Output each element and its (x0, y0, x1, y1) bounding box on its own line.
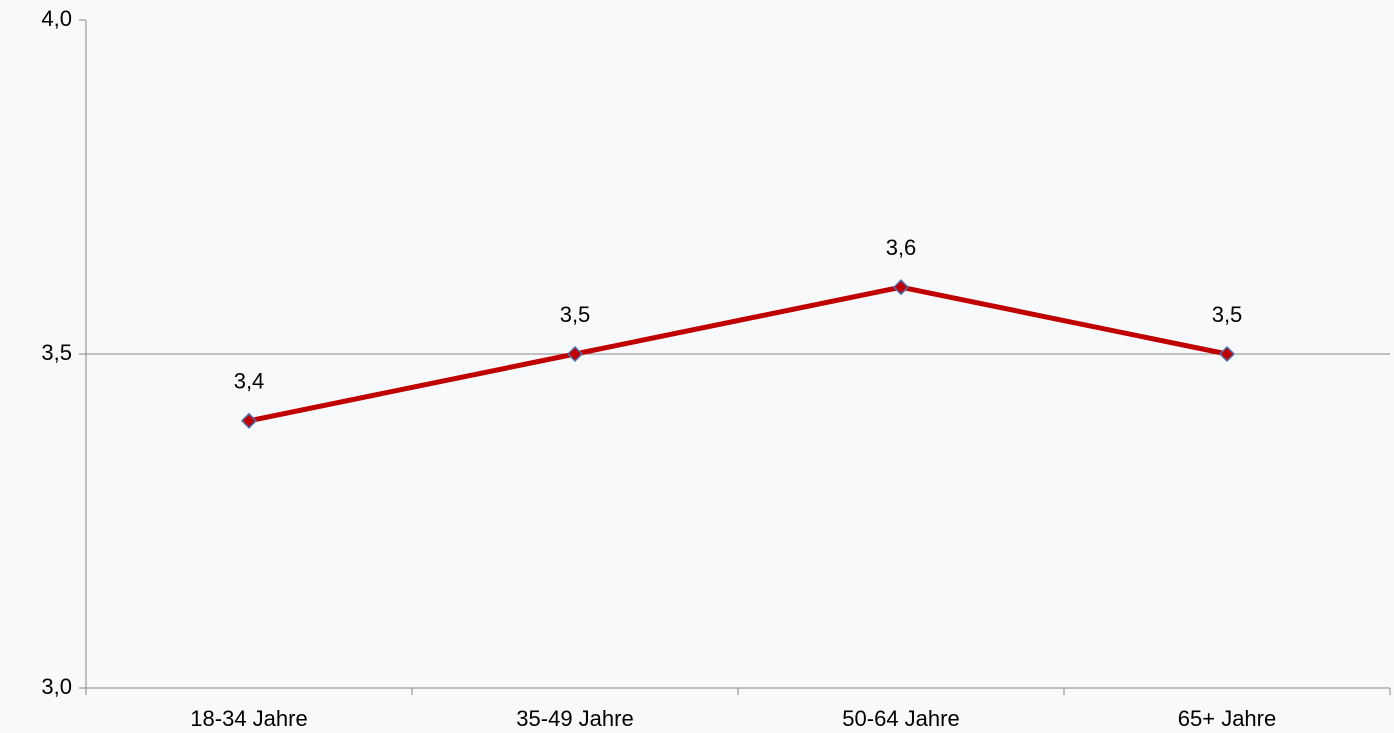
x-tick-label: 65+ Jahre (1178, 706, 1276, 731)
data-label: 3,6 (886, 235, 917, 260)
y-tick-label: 3,5 (41, 340, 72, 365)
data-label: 3,4 (234, 369, 265, 394)
line (248, 284, 1228, 424)
marker (240, 412, 258, 429)
marker (566, 345, 584, 363)
data-label: 3,5 (560, 302, 591, 327)
x-tick-label: 35-49 Jahre (516, 706, 633, 731)
x-tick-label: 50-64 Jahre (842, 706, 959, 731)
x-tick-label: 18-34 Jahre (190, 706, 307, 731)
marker (1218, 345, 1236, 363)
y-tick-label: 3,0 (41, 674, 72, 699)
y-tick-label: 4,0 (41, 6, 72, 31)
marker (892, 279, 910, 296)
data-label: 3,5 (1212, 302, 1243, 327)
